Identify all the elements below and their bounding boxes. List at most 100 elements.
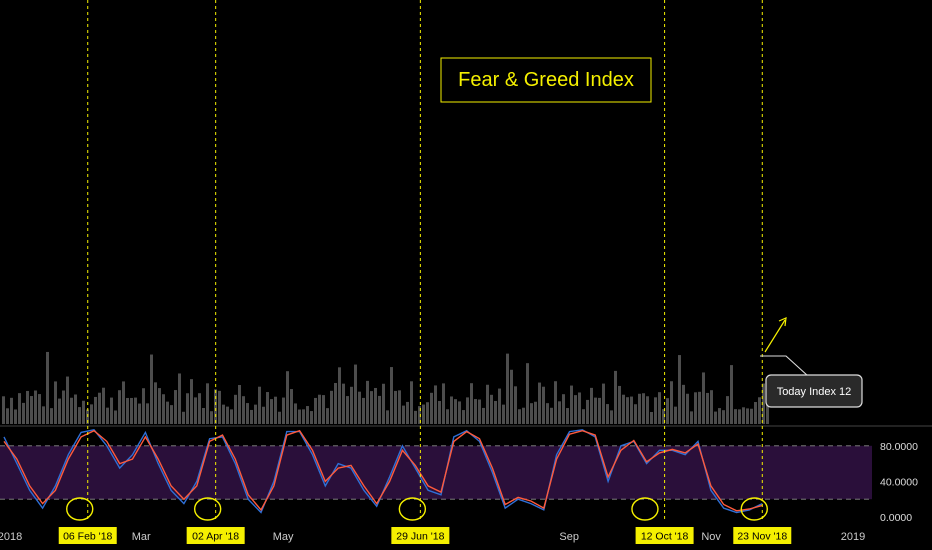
volume-bar [6,408,9,424]
oversold-circle [193,497,222,521]
volume-bar [166,401,169,424]
today-callout [765,374,863,408]
volume-bar [734,409,737,424]
volume-bar [666,398,669,424]
volume-bar [302,409,305,424]
volume-bar [658,392,661,424]
volume-bar [218,390,221,424]
volume-bar [438,400,441,424]
volume-bar [158,388,161,424]
volume-bar [342,383,345,424]
volume-bar [70,397,73,424]
volume-bar [78,407,81,424]
volume-bar [702,372,705,424]
volume-bar [66,376,69,424]
volume-bar [706,392,709,424]
volume-bar [202,407,205,424]
volume-bar [174,390,177,424]
volume-bar [758,397,761,424]
volume-bar [434,385,437,424]
volume-bar [654,397,657,424]
volume-bar [298,409,301,424]
volume-bar [74,394,77,424]
volume-bar [186,393,189,424]
volume-bar [430,392,433,424]
volume-bar [238,385,241,424]
volume-bar [494,400,497,424]
osc-tick-label: 80.0000 [880,441,918,453]
oversold-circle [740,497,768,521]
volume-bar [266,392,269,424]
annotations [760,317,809,377]
volume-bar [94,396,97,424]
volume-bar [426,402,429,424]
volume-bar [310,411,313,424]
volume-bar [206,383,209,424]
volume-bar [514,386,517,424]
volume-bar [274,396,277,424]
volume-bar [230,409,233,424]
date-marker-label: 06 Feb '18 [63,531,112,543]
volume-bar [98,392,101,424]
volume-bar [354,364,357,424]
volume-bar [478,399,481,424]
volume-bar [30,396,33,424]
stochastic-band [0,445,872,500]
trend-arrow-head [778,317,787,327]
volume-bar [338,367,341,424]
volume-bar [402,405,405,424]
volume-bar [530,403,533,424]
volume-bar [546,403,549,424]
volume-bar [462,410,465,424]
volume-bar [610,410,613,424]
volume-bar [258,386,261,424]
date-marker-badge [186,527,245,544]
volume-bar [170,405,173,424]
volume-bar [482,407,485,424]
volume-bar [326,408,329,424]
chart-title: Fear & Greed Index [458,69,634,91]
volume-bar [118,390,121,424]
volume-bar [474,399,477,424]
volume-bar [330,390,333,424]
volume-bar [234,394,237,424]
volume-bar [262,406,265,424]
date-marker-label: 29 Jun '18 [396,531,444,543]
volume-bar [638,393,641,424]
oversold-circle [66,497,94,521]
volume-bar [466,397,469,424]
volume-bar [674,406,677,424]
volume-bar [762,383,765,424]
volume-bar [350,386,353,424]
volume-bar [222,404,225,424]
volume-bar [46,351,49,424]
volume-bar [34,390,37,424]
volume-bar [490,394,493,424]
today-label: Today Index 12 [777,386,852,398]
volume-bar [122,381,125,424]
volume-bar [386,410,389,424]
volume-bar [738,409,741,424]
volume-bar [614,370,617,424]
x-tick-label: 2018 [0,531,22,543]
trend-arrow [764,319,786,353]
volume-bar [414,410,417,424]
volume-bar [566,408,569,424]
volume-bar [598,397,601,424]
volume-bar [522,407,525,424]
volume-bar [634,404,637,424]
volume-bar [10,397,13,424]
volume-bar [686,393,689,424]
volume-bar [242,396,245,424]
date-marker-badge [391,527,450,544]
volume-bar [370,391,373,424]
volume-bar [622,394,625,424]
volume-bar [694,392,697,424]
volume-bar [550,407,553,424]
volume-bar [134,397,137,424]
volume-bar [422,404,425,424]
volume-bar [102,387,105,424]
volume-bar [754,402,757,424]
volume-bar [406,401,409,424]
volume-bar [642,393,645,424]
